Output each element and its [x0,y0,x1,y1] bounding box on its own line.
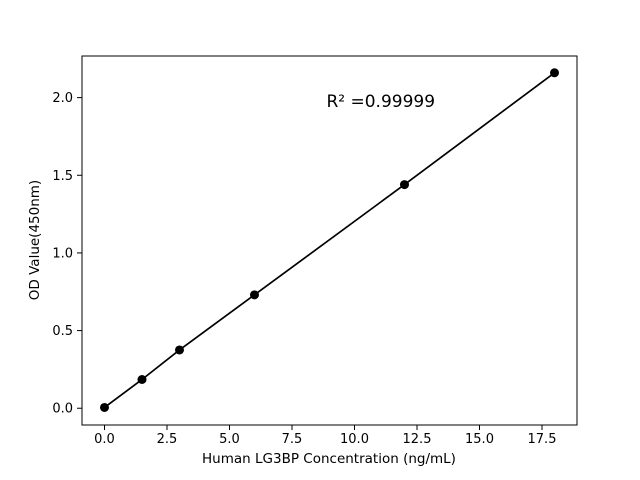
x-tick-label: 10.0 [340,432,369,447]
x-tick-label: 15.0 [465,432,494,447]
x-tick-label: 5.0 [219,432,240,447]
x-tick-label: 17.5 [528,432,557,447]
plot-area: 0.0 2.5 5.0 7.5 10.0 12.5 15.0 17.5 0.0 0.5 1.0 1.5… [52,55,578,447]
plot-border [81,55,578,426]
x-tick-label: 12.5 [403,432,432,447]
y-tick-label: 0.5 [52,324,73,339]
data-point [137,374,147,384]
data-point [100,402,109,412]
data-point [550,68,559,78]
y-axis-label: OD Value(450nm) [27,180,43,300]
data-point [250,290,259,300]
data-point [400,180,409,190]
x-tick-label: 0.0 [94,432,115,447]
x-tick-label: 7.5 [282,432,303,447]
y-tick-label: 2.0 [52,91,73,106]
standard-curve-line [103,71,556,409]
r-squared-annotation: R² =0.99999 [326,92,435,112]
y-tick-label: 1.0 [52,246,73,261]
data-point [175,345,184,355]
x-axis-label: Human LG3BP Concentration (ng/mL) [202,451,456,467]
y-tick-label: 0.0 [52,402,73,417]
x-tick-label: 2.5 [157,432,178,447]
y-tick-label: 1.5 [52,169,73,184]
